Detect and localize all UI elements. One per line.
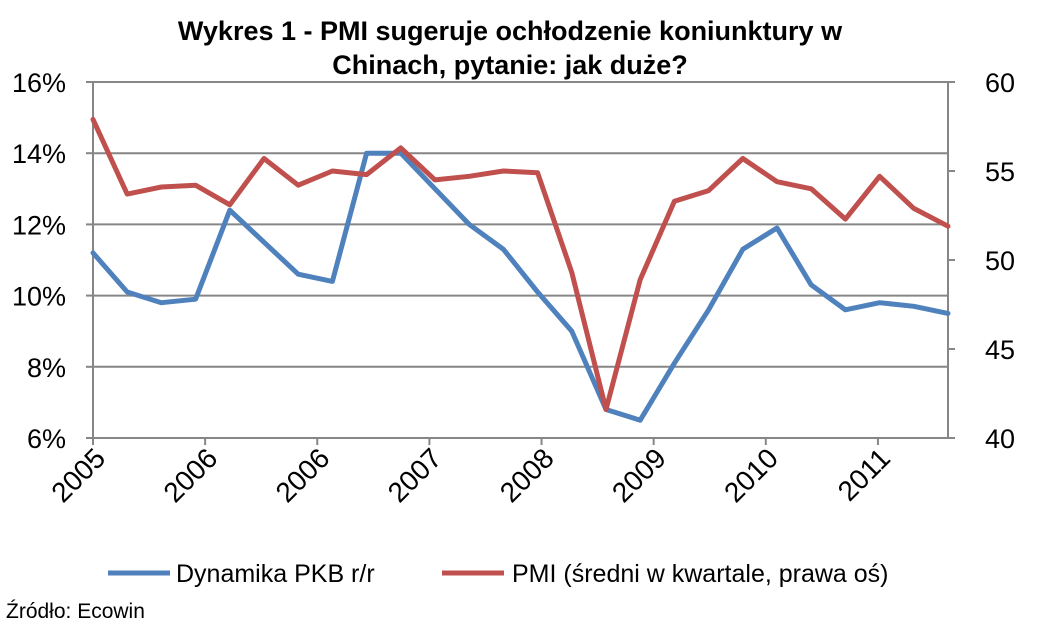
x-tick-label: 2006 <box>157 442 223 508</box>
legend-item-pmi: PMI (średni w kwartale, prawa oś) <box>442 560 889 588</box>
source-note: Źródło: Ecowin <box>6 600 145 623</box>
x-tick-label: 2010 <box>718 442 784 508</box>
y-left-tick-label: 8% <box>27 353 66 383</box>
pmi-line <box>90 116 951 412</box>
chart-axes <box>86 81 955 445</box>
y-right-tick-label: 60 <box>985 68 1015 98</box>
grid-lines <box>93 81 948 368</box>
y-left-tick-label: 12% <box>12 210 66 240</box>
y-left-tick-label: 6% <box>27 424 66 454</box>
y-right-tick-label: 40 <box>985 424 1015 454</box>
x-tick-label: 2007 <box>382 442 448 508</box>
y-left-tick-label: 16% <box>12 68 66 98</box>
legend-label: PMI (średni w kwartale, prawa oś) <box>512 560 889 588</box>
legend-label: Dynamika PKB r/r <box>176 560 375 588</box>
chart-title-line-1: Wykres 1 - PMI sugeruje ochłodzenie koni… <box>177 16 843 46</box>
x-tick-label: 2008 <box>494 442 560 508</box>
legend-item-gdp: Dynamika PKB r/r <box>108 560 375 588</box>
chart-title-line-2: Chinach, pytanie: jak duże? <box>332 50 688 80</box>
x-tick-label: 2011 <box>832 442 897 507</box>
x-tick-label: 2006 <box>270 442 336 508</box>
y-left-tick-label: 14% <box>12 139 66 169</box>
y-right-tick-label: 55 <box>985 157 1015 187</box>
y-left-tick-label: 10% <box>12 282 66 312</box>
data-series <box>90 116 951 423</box>
legend: Dynamika PKB r/r PMI (średni w kwartale, … <box>108 560 889 588</box>
chart-title: Wykres 1 - PMI sugeruje ochłodzenie koni… <box>60 14 960 82</box>
x-tick-label: 2009 <box>606 442 672 508</box>
gdp-growth-line <box>90 150 951 423</box>
y-right-tick-label: 45 <box>985 335 1015 365</box>
y-right-tick-label: 50 <box>985 246 1015 276</box>
